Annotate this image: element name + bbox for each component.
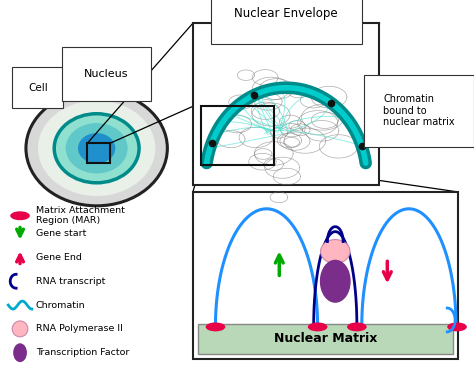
Text: Nucleus: Nucleus [84,69,129,79]
Ellipse shape [320,260,350,302]
Ellipse shape [206,322,225,331]
Ellipse shape [78,133,115,164]
Bar [87,143,110,163]
Text: Chromatin
bound to
nuclear matrix: Chromatin bound to nuclear matrix [383,94,455,127]
Bar [201,106,274,165]
Ellipse shape [10,211,30,220]
Text: Gene start: Gene start [36,229,86,238]
Ellipse shape [447,322,467,331]
Text: RNA Polymerase II: RNA Polymerase II [36,324,123,333]
Ellipse shape [13,343,27,362]
Ellipse shape [38,101,155,196]
Ellipse shape [54,114,139,183]
Bar [193,192,458,359]
Text: Nuclear Matrix: Nuclear Matrix [274,332,377,345]
Ellipse shape [308,322,328,331]
Text: Transcription Factor: Transcription Factor [36,348,129,357]
Text: Matrix Attachment
Region (MAR): Matrix Attachment Region (MAR) [36,206,125,225]
Bar [193,23,380,185]
Circle shape [12,321,28,337]
Ellipse shape [66,123,128,173]
Text: Gene End: Gene End [36,253,82,262]
Text: Nuclear Envelope: Nuclear Envelope [234,7,338,20]
Ellipse shape [26,91,167,206]
Bar [198,324,453,354]
Ellipse shape [347,322,367,331]
Text: RNA transcript: RNA transcript [36,277,105,286]
Ellipse shape [320,240,350,264]
Text: Chromatin: Chromatin [36,300,85,310]
Text: Cell: Cell [28,83,48,93]
